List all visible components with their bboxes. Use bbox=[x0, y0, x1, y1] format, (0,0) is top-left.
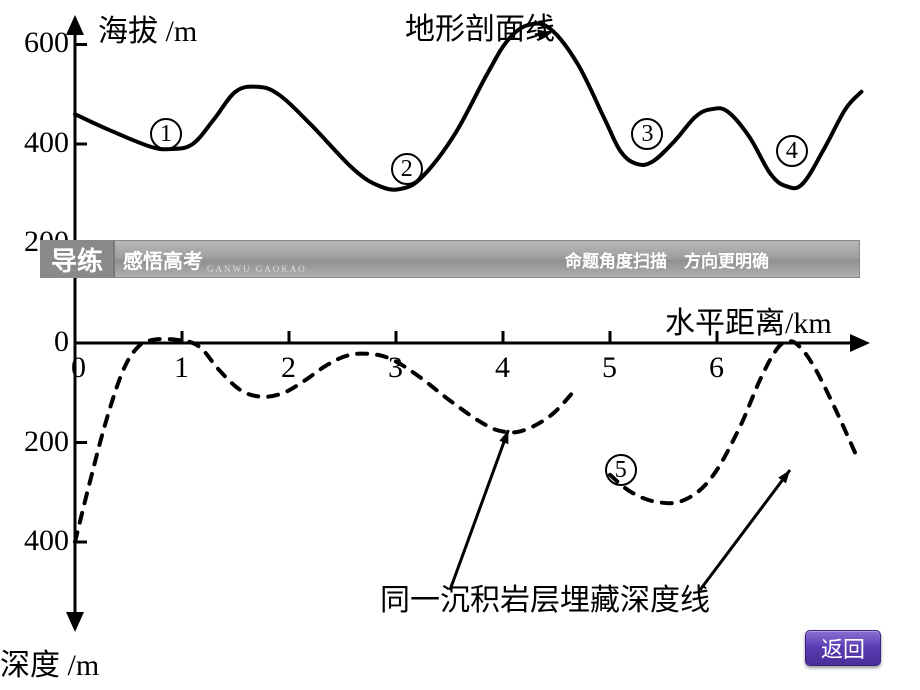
circled-marker-2: 2 bbox=[391, 153, 423, 185]
banner-right-text: 命题角度扫描 方向更明确 bbox=[565, 247, 769, 272]
x-tick-3: 3 bbox=[388, 351, 403, 385]
depth-line-label: 同一沉积岩层埋藏深度线 bbox=[380, 575, 710, 619]
return-button[interactable]: 返回 bbox=[805, 630, 881, 666]
banner-lead: 导练 bbox=[41, 241, 115, 277]
study-banner: 导练 感悟高考 GANWU GAOKAO 命题角度扫描 方向更明确 bbox=[40, 240, 860, 278]
circled-marker-4: 4 bbox=[776, 135, 808, 167]
x-tick-6: 6 bbox=[709, 351, 724, 385]
y-top-tick-600: 600 bbox=[24, 26, 69, 60]
y-top-axis-label: 海拔 /m bbox=[98, 6, 197, 50]
y-top-tick-400: 400 bbox=[24, 126, 69, 160]
x-tick-2: 2 bbox=[281, 351, 296, 385]
circled-marker-3: 3 bbox=[631, 118, 663, 150]
x-axis-label: 水平距离/km bbox=[665, 298, 832, 342]
chart-container: 海拔 /m 深度 /m 水平距离/km 地形剖面线 同一沉积岩层埋藏深度线 20… bbox=[0, 0, 920, 690]
y-bot-tick-200: 200 bbox=[24, 425, 69, 459]
x-tick-0: 0 bbox=[71, 351, 86, 385]
circled-marker-5: 5 bbox=[605, 454, 637, 486]
banner-pinyin: GANWU GAOKAO bbox=[207, 264, 307, 274]
banner-sub: 感悟高考 bbox=[123, 245, 203, 274]
circled-marker-1: 1 bbox=[150, 118, 182, 150]
y-bot-axis-label: 深度 /m bbox=[0, 640, 99, 684]
x-tick-1: 1 bbox=[174, 351, 189, 385]
x-tick-5: 5 bbox=[602, 351, 617, 385]
return-button-label: 返回 bbox=[821, 632, 865, 664]
x-tick-4: 4 bbox=[495, 351, 510, 385]
y-bot-tick-0: 0 bbox=[54, 325, 69, 359]
y-bot-tick-400: 400 bbox=[24, 524, 69, 558]
profile-line-label: 地形剖面线 bbox=[405, 4, 555, 48]
